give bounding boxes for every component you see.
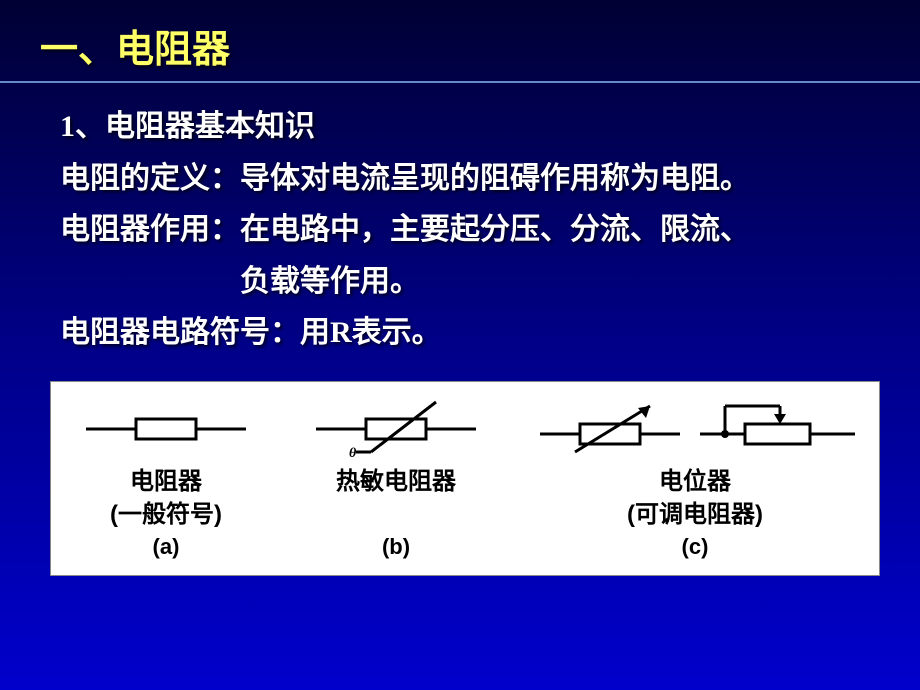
function-line-1: 电阻器作用：在电路中，主要起分压、分流、限流、 — [60, 204, 870, 256]
tag-c: (c) — [682, 534, 709, 560]
tag-a: (a) — [153, 534, 180, 560]
tag-b: (b) — [382, 534, 410, 560]
section-heading: 一、电阻器 — [0, 0, 920, 73]
caption-a-2: (一般符号) — [110, 499, 222, 530]
symbol-thermistor: θ — [281, 394, 511, 464]
subheading: 1、电阻器基本知识 — [60, 101, 870, 153]
caption-b-1: 热敏电阻器 — [336, 466, 456, 497]
content-block: 1、电阻器基本知识 电阻的定义：导体对电流呈现的阻碍作用称为电阻。 电阻器作用：… — [0, 83, 920, 359]
definition-line: 电阻的定义：导体对电流呈现的阻碍作用称为电阻。 — [60, 153, 870, 205]
diagram-cell-a: 电阻器 (一般符号) (a) — [51, 382, 281, 575]
symbol-potentiometer — [511, 394, 879, 464]
caption-a-1: 电阻器 — [130, 466, 202, 497]
caption-c-1: 电位器 — [659, 466, 731, 497]
caption-c-2: (可调电阻器) — [627, 499, 763, 530]
theta-label: θ — [349, 446, 356, 462]
function-line-2: 负载等作用。 — [60, 256, 870, 308]
resistor-symbols-diagram: 电阻器 (一般符号) (a) θ 热敏电阻器 (b) — [50, 381, 880, 576]
symbol-resistor — [51, 394, 281, 464]
symbol-line: 电阻器电路符号：用R表示。 — [60, 307, 870, 359]
diagram-cell-c: 电位器 (可调电阻器) (c) — [511, 382, 879, 575]
diagram-cell-b: θ 热敏电阻器 (b) — [281, 382, 511, 575]
caption-b-2 — [393, 499, 400, 530]
